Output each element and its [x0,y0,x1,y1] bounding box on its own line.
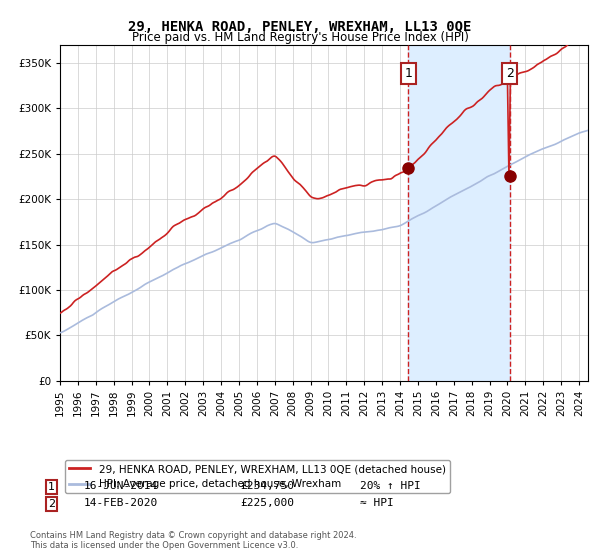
Text: 14-FEB-2020: 14-FEB-2020 [84,498,158,508]
Text: ≈ HPI: ≈ HPI [360,498,394,508]
Text: £225,000: £225,000 [240,498,294,508]
Text: Price paid vs. HM Land Registry's House Price Index (HPI): Price paid vs. HM Land Registry's House … [131,31,469,44]
Text: 1: 1 [404,67,412,80]
Text: 29, HENKA ROAD, PENLEY, WREXHAM, LL13 0QE: 29, HENKA ROAD, PENLEY, WREXHAM, LL13 0Q… [128,20,472,34]
Text: 2: 2 [506,67,514,80]
Text: Contains HM Land Registry data © Crown copyright and database right 2024.
This d: Contains HM Land Registry data © Crown c… [30,530,356,550]
Text: 20% ↑ HPI: 20% ↑ HPI [360,481,421,491]
Bar [409,45,509,381]
Text: 1: 1 [48,482,55,492]
Text: 16-JUN-2014: 16-JUN-2014 [84,481,158,491]
Legend: 29, HENKA ROAD, PENLEY, WREXHAM, LL13 0QE (detached house), HPI: Average price, : 29, HENKA ROAD, PENLEY, WREXHAM, LL13 0Q… [65,460,450,493]
Text: 2: 2 [48,499,55,509]
Text: £234,750: £234,750 [240,481,294,491]
